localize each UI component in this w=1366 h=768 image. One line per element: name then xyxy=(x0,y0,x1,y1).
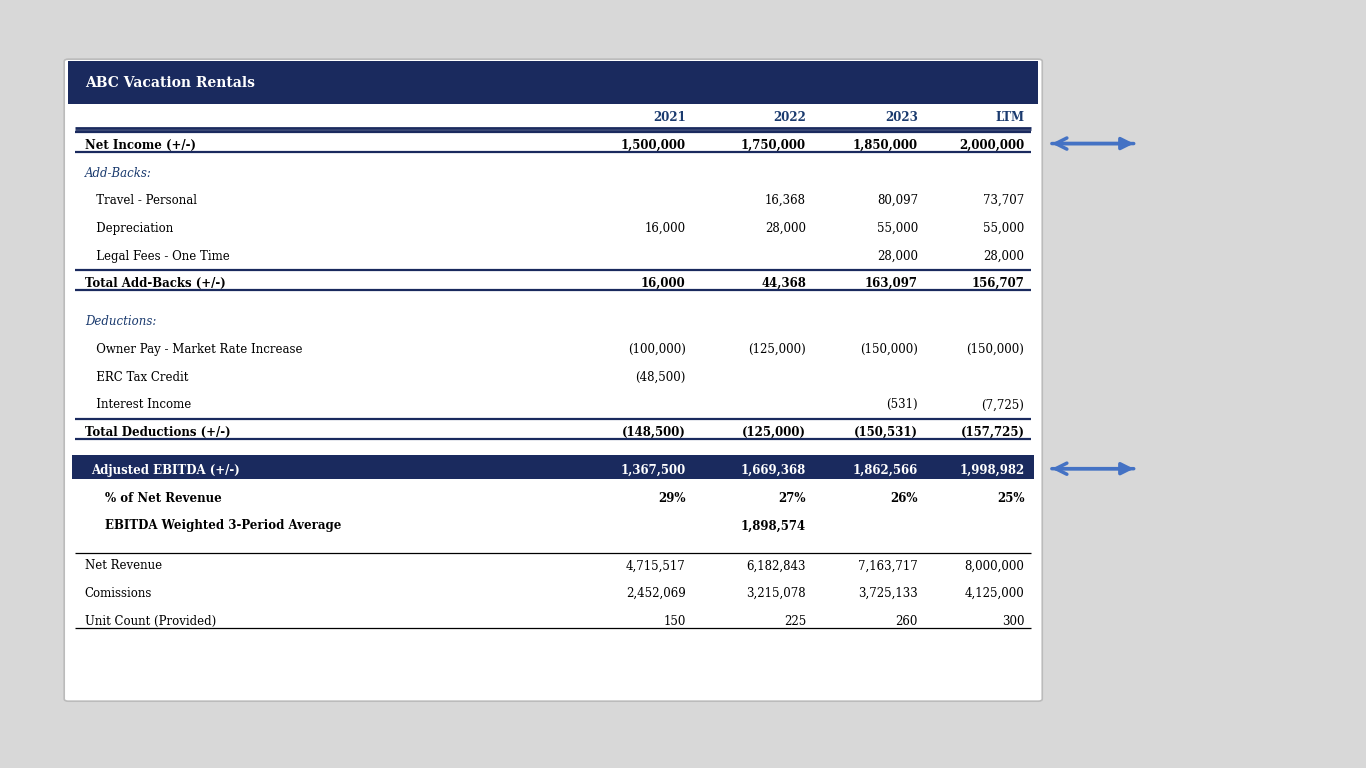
Text: Net Income (+/-): Net Income (+/-) xyxy=(85,139,195,152)
Text: 3,215,078: 3,215,078 xyxy=(746,587,806,600)
Text: 1,669,368: 1,669,368 xyxy=(740,464,806,477)
Text: 2021: 2021 xyxy=(653,111,686,124)
Text: (125,000): (125,000) xyxy=(742,426,806,439)
Text: 2,000,000: 2,000,000 xyxy=(959,139,1024,152)
Text: ABC Vacation Rentals: ABC Vacation Rentals xyxy=(85,75,254,90)
Text: 16,000: 16,000 xyxy=(645,222,686,235)
Text: Deductions:: Deductions: xyxy=(85,316,156,329)
Text: (100,000): (100,000) xyxy=(628,343,686,356)
Text: Legal Fees - One Time: Legal Fees - One Time xyxy=(85,250,229,263)
Text: ERC Tax Credit: ERC Tax Credit xyxy=(85,371,189,384)
Text: 28,000: 28,000 xyxy=(877,250,918,263)
Text: (150,000): (150,000) xyxy=(967,343,1024,356)
Text: 44,368: 44,368 xyxy=(761,277,806,290)
Text: (531): (531) xyxy=(887,399,918,412)
Text: 150: 150 xyxy=(664,614,686,627)
Text: 26%: 26% xyxy=(891,492,918,505)
Text: (150,531): (150,531) xyxy=(854,426,918,439)
Text: 28,000: 28,000 xyxy=(765,222,806,235)
Text: Owner Pay - Market Rate Increase: Owner Pay - Market Rate Increase xyxy=(85,343,302,356)
Text: 4,125,000: 4,125,000 xyxy=(964,587,1024,600)
Text: 27%: 27% xyxy=(779,492,806,505)
Text: 300: 300 xyxy=(1003,614,1024,627)
Text: LTM: LTM xyxy=(996,111,1024,124)
Text: EBITDA Weighted 3-Period Average: EBITDA Weighted 3-Period Average xyxy=(105,519,342,532)
Text: 73,707: 73,707 xyxy=(984,194,1024,207)
Text: (48,500): (48,500) xyxy=(635,371,686,384)
Text: 1,898,574: 1,898,574 xyxy=(740,519,806,532)
Text: Net Revenue: Net Revenue xyxy=(85,559,161,572)
Text: Total Deductions (+/-): Total Deductions (+/-) xyxy=(85,426,231,439)
Text: 1,500,000: 1,500,000 xyxy=(620,139,686,152)
Text: 1,367,500: 1,367,500 xyxy=(620,464,686,477)
Text: (150,000): (150,000) xyxy=(861,343,918,356)
Text: (7,725): (7,725) xyxy=(982,399,1024,412)
Text: 16,368: 16,368 xyxy=(765,194,806,207)
Text: 260: 260 xyxy=(896,614,918,627)
Text: 1,862,566: 1,862,566 xyxy=(852,464,918,477)
Text: 55,000: 55,000 xyxy=(984,222,1024,235)
FancyBboxPatch shape xyxy=(64,59,1042,701)
Text: Adjusted EBITDA (+/-): Adjusted EBITDA (+/-) xyxy=(92,464,240,477)
Text: 156,707: 156,707 xyxy=(971,277,1024,290)
Text: 16,000: 16,000 xyxy=(641,277,686,290)
Text: 25%: 25% xyxy=(997,492,1024,505)
Text: 1,998,982: 1,998,982 xyxy=(959,464,1024,477)
Text: Depreciation: Depreciation xyxy=(85,222,173,235)
Text: (157,725): (157,725) xyxy=(960,426,1024,439)
Text: 2,452,069: 2,452,069 xyxy=(626,587,686,600)
Text: 2023: 2023 xyxy=(885,111,918,124)
Text: Total Add-Backs (+/-): Total Add-Backs (+/-) xyxy=(85,277,225,290)
Text: 1,850,000: 1,850,000 xyxy=(852,139,918,152)
Text: Comissions: Comissions xyxy=(85,587,152,600)
Text: (148,500): (148,500) xyxy=(622,426,686,439)
Text: (125,000): (125,000) xyxy=(749,343,806,356)
Text: Add-Backs:: Add-Backs: xyxy=(85,167,152,180)
Text: Travel - Personal: Travel - Personal xyxy=(85,194,197,207)
Bar xyxy=(68,61,1038,104)
Text: 225: 225 xyxy=(784,614,806,627)
Text: 163,097: 163,097 xyxy=(865,277,918,290)
Text: 29%: 29% xyxy=(658,492,686,505)
Text: 1,750,000: 1,750,000 xyxy=(740,139,806,152)
Text: % of Net Revenue: % of Net Revenue xyxy=(105,492,221,505)
Text: 7,163,717: 7,163,717 xyxy=(858,559,918,572)
Text: Unit Count (Provided): Unit Count (Provided) xyxy=(85,614,216,627)
Text: 28,000: 28,000 xyxy=(984,250,1024,263)
Text: 6,182,843: 6,182,843 xyxy=(746,559,806,572)
Text: 2022: 2022 xyxy=(773,111,806,124)
Text: 55,000: 55,000 xyxy=(877,222,918,235)
Text: 4,715,517: 4,715,517 xyxy=(626,559,686,572)
Text: Interest Income: Interest Income xyxy=(85,399,191,412)
Text: 8,000,000: 8,000,000 xyxy=(964,559,1024,572)
Text: 3,725,133: 3,725,133 xyxy=(858,587,918,600)
Bar xyxy=(72,455,1034,479)
Text: 80,097: 80,097 xyxy=(877,194,918,207)
